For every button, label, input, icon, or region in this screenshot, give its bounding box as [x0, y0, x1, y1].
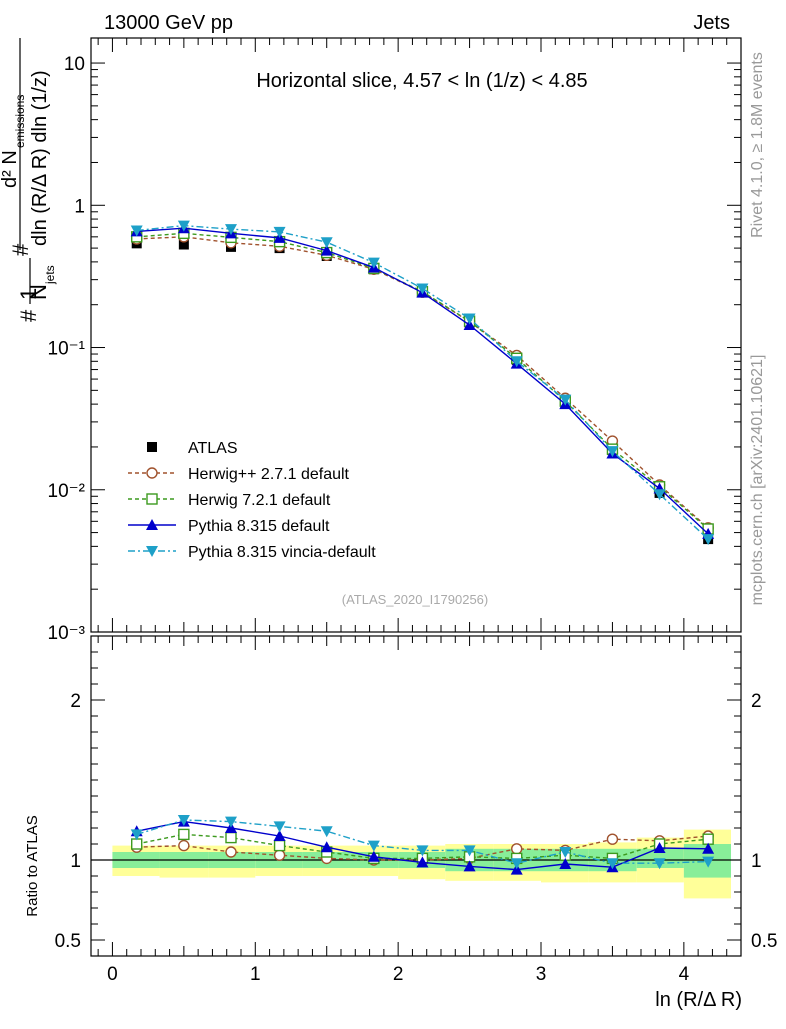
legend-label: Pythia 8.315 vincia-default — [188, 544, 376, 561]
main-y-axis-label: # 1 N jets # d² N emissions dln (R/Δ R) … — [0, 38, 57, 322]
ratio-point-0 — [225, 846, 237, 858]
ratio-point-3 — [606, 858, 619, 870]
ratio-point-1 — [273, 839, 286, 852]
data-point-4 — [653, 489, 666, 501]
data-point-4 — [463, 313, 476, 325]
data-point-0 — [178, 239, 189, 250]
ratio-point-3 — [320, 826, 333, 838]
ratio-point-2 — [416, 856, 429, 868]
ratio-point-0 — [606, 833, 619, 845]
y-tick-label: 10⁻³ — [48, 623, 86, 644]
x-tick-label: 2 — [393, 964, 404, 985]
y-tick-label: 10⁻² — [48, 481, 86, 502]
x-tick-label: 1 — [250, 964, 261, 985]
main-plot-frame — [90, 37, 742, 633]
y-tick-label: 10⁻¹ — [48, 339, 86, 360]
ratio-point-1 — [131, 838, 143, 850]
x-tick-label: 0 — [107, 964, 118, 985]
data-point-4 — [559, 394, 572, 406]
ratio-point-3 — [130, 829, 143, 841]
ratio-point-3 — [273, 821, 286, 833]
svg-text:1: 1 — [16, 288, 41, 300]
ratio-point-3 — [559, 847, 572, 858]
legend-marker — [146, 546, 158, 557]
data-point-4 — [702, 534, 715, 546]
data-point-4 — [130, 225, 143, 237]
ratio-point-2 — [559, 858, 572, 869]
data-point-4 — [416, 283, 429, 295]
ratio-y-tick-label: 0.5 — [55, 931, 81, 952]
ratio-point-1 — [702, 833, 714, 845]
series-line-3 — [136, 227, 709, 535]
ratio-y-tick-label: 0.5 — [751, 931, 777, 952]
series-line-1 — [136, 236, 709, 529]
data-point-4 — [273, 226, 286, 238]
ratio-y-axis-label: Ratio to ATLAS — [24, 815, 41, 916]
ratio-point-2 — [702, 842, 715, 854]
svg-text:N: N — [26, 284, 51, 300]
data-point-4 — [510, 356, 523, 368]
data-point-4 — [606, 446, 619, 458]
mcplots-label: mcplots.cern.ch [arXiv:2401.10621] — [749, 355, 766, 606]
legend-label: Herwig++ 2.7.1 default — [188, 466, 350, 483]
ratio-point-0 — [178, 839, 190, 852]
data-point-3 — [320, 244, 333, 256]
legend-label: Herwig 7.2.1 default — [188, 492, 331, 509]
analysis-watermark: (ATLAS_2020_I1790256) — [342, 592, 488, 607]
legend-marker — [146, 467, 158, 479]
data-point-3 — [463, 318, 476, 330]
ratio-point-2 — [653, 842, 666, 853]
ratio-point-3 — [367, 840, 380, 852]
ratio-point-3 — [653, 858, 666, 870]
x-tick-label: 4 — [679, 964, 690, 985]
ratio-point-3 — [702, 856, 715, 868]
legend: ATLAS Herwig++ 2.7.1 default Herwig 7.2.1 … — [128, 440, 376, 561]
y-tick-label: 10 — [64, 54, 85, 75]
ratio-point-1 — [225, 831, 237, 844]
series-line-2 — [136, 232, 709, 530]
header-left: 13000 GeV pp — [104, 12, 233, 34]
ratio-point-0 — [511, 843, 523, 855]
ratio-y-tick-label: 2 — [751, 691, 762, 712]
svg-text:d² N: d² N — [0, 150, 21, 188]
ratio-point-3 — [416, 845, 429, 857]
header-right: Jets — [693, 12, 730, 34]
svg-text:jets: jets — [43, 265, 57, 285]
legend-label: ATLAS — [188, 440, 238, 457]
series-layer — [130, 220, 715, 875]
ratio-point-2 — [273, 830, 286, 841]
legend-marker — [146, 493, 158, 505]
data-point-4 — [177, 220, 190, 232]
ratio-point-3 — [225, 816, 237, 828]
x-axis-label: ln (R/Δ R) — [655, 989, 742, 1011]
ratio-plot-frame — [90, 635, 742, 957]
svg-text:dln (R/Δ R) dln (1/z): dln (R/Δ R) dln (1/z) — [29, 70, 51, 246]
svg-text:#: # — [16, 309, 41, 322]
y-tick-label: 1 — [74, 196, 85, 217]
legend-marker — [147, 442, 157, 452]
ratio-point-2 — [463, 860, 476, 872]
legend-marker — [146, 519, 158, 530]
chart-title: Horizontal slice, 4.57 < ln (1/z) < 4.85 — [256, 70, 587, 92]
ratio-point-3 — [177, 815, 190, 826]
rivet-label: Rivet 4.1.0, ≥ 1.8M events — [749, 52, 766, 238]
ratio-point-3 — [510, 858, 523, 870]
ratio-y-tick-label: 1 — [70, 851, 81, 872]
ratio-point-3 — [463, 845, 476, 857]
ratio-y-tick-label: 2 — [70, 691, 81, 712]
axes-layer: 10⁻³ 10⁻² 10⁻¹ 1 10 0.5 0.5 1 1 2 2 0 1 2 3 4 — [48, 37, 777, 985]
x-tick-label: 3 — [536, 964, 547, 985]
ratio-y-tick-label: 1 — [751, 851, 762, 872]
data-point-4 — [225, 224, 237, 236]
data-point-4 — [320, 237, 333, 249]
ratio-point-2 — [320, 841, 333, 853]
legend-label: Pythia 8.315 default — [188, 518, 330, 535]
ratio-point-0 — [273, 849, 286, 861]
data-point-4 — [367, 257, 380, 269]
ratio-point-2 — [367, 850, 380, 862]
ratio-point-1 — [178, 828, 190, 841]
